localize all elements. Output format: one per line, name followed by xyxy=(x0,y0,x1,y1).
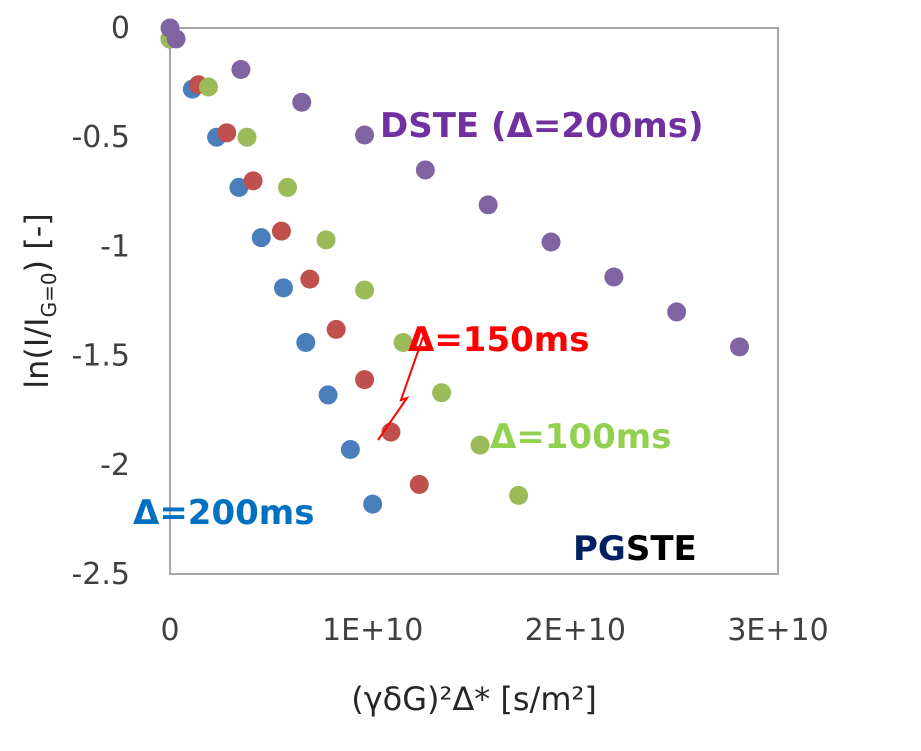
data-point xyxy=(432,383,452,403)
x-tick-label: 0 xyxy=(160,613,179,648)
data-point xyxy=(355,125,375,145)
data-point xyxy=(604,267,624,287)
series-0 xyxy=(160,29,383,514)
data-point xyxy=(296,332,316,352)
x-tick-label: 2E+10 xyxy=(525,613,626,648)
x-axis-tick-labels: 0 1E+10 2E+10 3E+10 xyxy=(160,613,828,648)
data-points xyxy=(160,18,749,514)
data-point xyxy=(729,337,749,357)
annotation-pg: PG xyxy=(573,529,626,569)
data-point xyxy=(541,232,561,252)
x-axis-title: (γδG)²Δ* [s/m²] xyxy=(351,680,597,718)
data-point xyxy=(470,435,490,455)
y-tick-label: 0 xyxy=(111,11,130,46)
data-point xyxy=(393,332,413,352)
series-3 xyxy=(160,18,749,357)
data-point xyxy=(355,280,375,300)
data-point xyxy=(415,160,435,180)
series-2 xyxy=(160,29,529,505)
x-tick-label: 3E+10 xyxy=(727,613,828,648)
data-point xyxy=(340,440,360,460)
data-point xyxy=(217,123,237,143)
annotation-dste: DSTE (Δ=200ms) xyxy=(380,106,703,146)
data-point xyxy=(318,385,338,405)
data-point xyxy=(243,171,263,191)
data-point xyxy=(409,474,429,494)
lightning-arrow xyxy=(377,336,424,441)
x-tick-label: 1E+10 xyxy=(322,613,423,648)
data-point xyxy=(166,29,186,49)
annotation-200ms: Δ=200ms xyxy=(133,493,314,533)
data-point xyxy=(273,278,293,298)
data-point xyxy=(292,92,312,112)
svg-text:ln(I/IG=0) [-]: ln(I/IG=0) [-] xyxy=(18,213,61,388)
annotation-pgste: PGSTE xyxy=(573,529,697,569)
data-point xyxy=(278,177,298,197)
data-point xyxy=(300,269,320,289)
data-point xyxy=(271,221,291,241)
data-point xyxy=(199,77,219,97)
data-point xyxy=(229,177,249,197)
data-point xyxy=(509,485,529,505)
data-point xyxy=(316,230,336,250)
y-tick-label: -2 xyxy=(100,448,130,483)
y-axis-tick-labels: 0 -0.5 -1 -1.5 -2 -2.5 xyxy=(71,11,130,592)
data-point xyxy=(326,319,346,339)
annotation-100ms: Δ=100ms xyxy=(490,417,671,457)
y-tick-label: -2.5 xyxy=(71,557,130,592)
data-point xyxy=(667,302,687,322)
data-point xyxy=(355,370,375,390)
data-point xyxy=(251,228,271,248)
y-tick-label: -0.5 xyxy=(71,120,130,155)
annotation-ste: STE xyxy=(626,529,697,569)
y-tick-label: -1 xyxy=(100,229,130,264)
plot-area xyxy=(169,27,779,575)
data-point xyxy=(231,59,251,79)
y-axis-title: ln(I/IG=0) [-] xyxy=(18,213,61,388)
y-tick-label: -1.5 xyxy=(71,339,130,374)
data-point xyxy=(363,494,383,514)
annotation-150ms: Δ=150ms xyxy=(408,320,589,360)
data-point xyxy=(478,195,498,215)
data-point xyxy=(237,127,257,147)
